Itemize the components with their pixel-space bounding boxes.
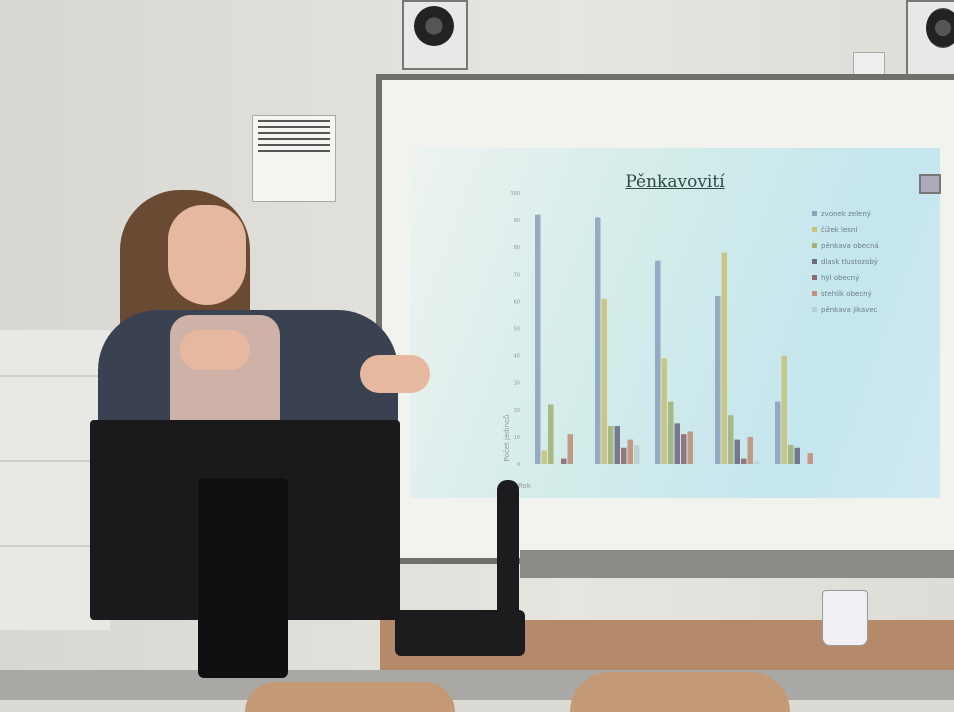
monitor-stand	[198, 478, 288, 678]
y-tick-label: 60	[514, 299, 520, 305]
legend-item: čížek lesní	[812, 222, 879, 238]
bar-čížek-lesní	[541, 450, 547, 464]
y-tick-label: 100	[510, 191, 520, 197]
bar-zvonek-zelený	[595, 217, 601, 464]
bar-pěnkava-obecná	[728, 415, 734, 464]
bar-pěnkava-obecná	[548, 404, 554, 464]
legend-label: čížek lesní	[821, 226, 858, 234]
slide-title: Pěnkavovití	[625, 172, 725, 192]
bar-stehlík-obecný	[747, 436, 753, 464]
bar-hýl-obecný	[621, 447, 627, 464]
legend-item: hýl obecný	[812, 270, 879, 286]
legend-label: pěnkava jikavec	[821, 306, 878, 314]
bar-hýl-obecný	[561, 458, 567, 464]
legend-swatch	[812, 243, 817, 248]
bar-hýl-obecný	[681, 434, 687, 464]
bar-čížek-lesní	[661, 358, 667, 464]
wall-poster	[252, 115, 336, 202]
y-tick-label: 10	[514, 435, 520, 441]
legend-swatch	[812, 275, 817, 280]
bar-dlask-tlustozobý	[794, 447, 800, 464]
presenter-face	[168, 205, 246, 305]
chart-legend: zvonek zelený čížek lesní pěnkava obecná dl…	[812, 206, 879, 318]
bar-pěnkava-jikavec	[754, 461, 760, 464]
y-tick-label: 0	[517, 462, 520, 468]
y-axis-label: Počet jedinců	[503, 415, 511, 462]
legend-item: zvonek zelený	[812, 206, 879, 222]
slide-corner-icon	[919, 174, 941, 194]
document-camera	[395, 610, 525, 656]
bar-stehlík-obecný	[627, 439, 633, 464]
legend-item: dlask tlustozobý	[812, 254, 879, 270]
presenter-hand	[180, 330, 250, 370]
y-tick-label: 40	[514, 354, 520, 360]
bar-dlask-tlustozobý	[734, 439, 740, 464]
document-camera-arm	[497, 480, 519, 620]
bar-zvonek-zelený	[535, 214, 541, 464]
bar-čížek-lesní	[601, 298, 607, 464]
legend-label: pěnkava obecná	[821, 242, 879, 250]
bar-stehlík-obecný	[687, 431, 693, 464]
presenter-hand	[360, 355, 430, 393]
legend-swatch	[812, 291, 817, 296]
y-tick-label: 70	[514, 272, 520, 278]
whiteboard-tray	[520, 550, 954, 578]
x-axis-label: Rok	[518, 482, 532, 490]
bar-pěnkava-obecná	[668, 401, 674, 464]
projected-slide: 0 10 20 30 40 50 60 70 80 90 100 Počet jedinců Rok P…	[410, 148, 941, 498]
chair	[245, 682, 455, 712]
bar-hýl-obecný	[741, 458, 747, 464]
legend-label: hýl obecný	[821, 274, 860, 282]
y-tick-label: 20	[514, 408, 520, 414]
legend-swatch	[812, 227, 817, 232]
legend-swatch	[812, 259, 817, 264]
bar-zvonek-zelený	[655, 260, 661, 464]
bar-dlask-tlustozobý	[614, 426, 620, 464]
front-desk	[0, 670, 954, 700]
y-tick-label: 30	[514, 381, 520, 387]
legend-label: dlask tlustozobý	[821, 258, 878, 266]
bar-dlask-tlustozobý	[674, 423, 680, 464]
bar-stehlík-obecný	[567, 434, 573, 464]
bar-pěnkava-jikavec	[634, 445, 640, 464]
legend-label: stehlík obecný	[821, 290, 872, 298]
bar-zvonek-zelený	[715, 295, 721, 464]
legend-label: zvonek zelený	[821, 210, 871, 218]
pencil-mug	[822, 590, 868, 646]
legend-item: pěnkava obecná	[812, 238, 879, 254]
y-tick-label: 90	[514, 218, 520, 224]
y-tick-label: 80	[514, 245, 520, 251]
legend-swatch	[812, 211, 817, 216]
bar-čížek-lesní	[721, 252, 727, 464]
bar-pěnkava-obecná	[608, 426, 614, 464]
legend-item: stehlík obecný	[812, 286, 879, 302]
bar-stehlík-obecný	[807, 453, 813, 464]
y-tick-label: 50	[514, 327, 520, 333]
bar-chart: 0 10 20 30 40 50 60 70 80 90 100 Počet jedinců Rok	[503, 191, 813, 490]
legend-swatch	[812, 307, 817, 312]
legend-item: pěnkava jikavec	[812, 302, 879, 318]
bar-pěnkava-obecná	[788, 445, 794, 464]
chair	[570, 672, 790, 712]
bar-čížek-lesní	[781, 355, 787, 464]
bar-zvonek-zelený	[775, 401, 781, 464]
speaker-left	[402, 0, 468, 70]
